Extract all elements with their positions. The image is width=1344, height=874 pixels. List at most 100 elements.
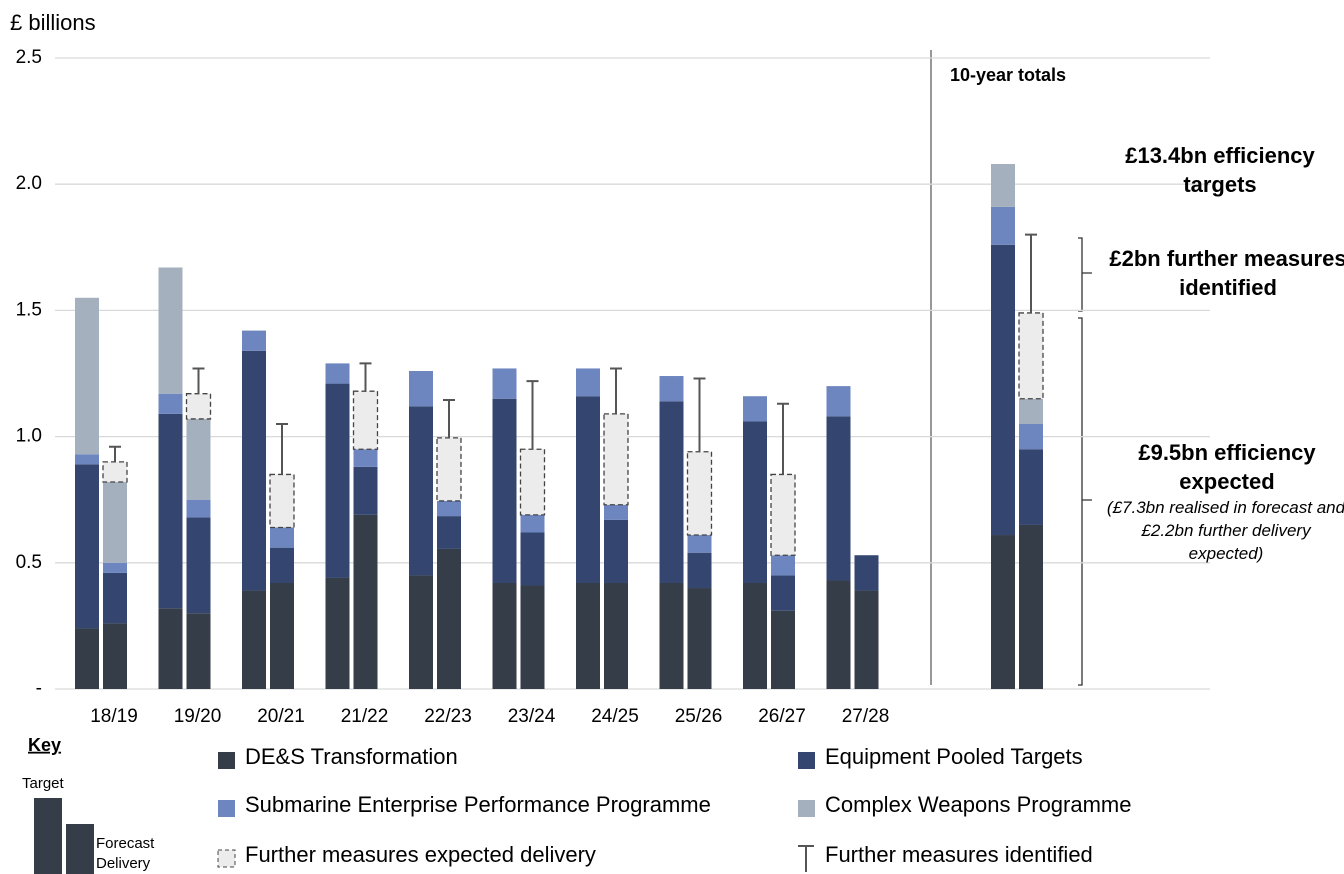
bar-segment bbox=[826, 580, 851, 689]
bar-segment bbox=[771, 575, 795, 611]
bar-segment bbox=[242, 330, 266, 351]
legend-label: DE&S Transformation bbox=[245, 744, 458, 769]
bar-segment bbox=[325, 363, 350, 384]
bar-segment bbox=[659, 376, 684, 402]
key-forecast: Forecast Delivery bbox=[96, 835, 155, 872]
bar-segment bbox=[158, 608, 183, 689]
legend-label: Further measures expected delivery bbox=[245, 842, 596, 867]
bar-segment bbox=[659, 401, 684, 583]
y-tick-label: 2.0 bbox=[16, 173, 42, 194]
y-tick-label: 1.0 bbox=[16, 426, 42, 447]
bracket bbox=[1078, 237, 1092, 312]
bar-segment bbox=[519, 448, 546, 516]
x-tick-label: 22/23 bbox=[424, 706, 472, 727]
key-bar bbox=[66, 824, 94, 874]
bar-segment bbox=[103, 562, 127, 573]
bar-segment bbox=[186, 613, 211, 689]
bar-segment bbox=[185, 393, 212, 420]
bracket bbox=[1078, 317, 1092, 686]
bar-segment bbox=[436, 437, 462, 502]
x-tick-label: 20/21 bbox=[257, 706, 305, 727]
bar-segment bbox=[492, 398, 517, 583]
x-tick-label: 21/22 bbox=[341, 706, 389, 727]
annotation: £13.4bn efficiency targets bbox=[1125, 143, 1315, 197]
bar-segment bbox=[854, 555, 879, 591]
bar-segment bbox=[242, 590, 266, 689]
bar-segment bbox=[854, 590, 879, 689]
bar-segment bbox=[492, 368, 517, 399]
bar-segment bbox=[604, 582, 628, 689]
y-tick-label: 1.5 bbox=[16, 299, 42, 320]
bar-segment bbox=[75, 297, 99, 455]
bar-segment bbox=[1018, 312, 1044, 400]
error-bar bbox=[359, 362, 372, 392]
bar-segment bbox=[437, 516, 461, 549]
bar-segment bbox=[1019, 524, 1043, 689]
bar-segment bbox=[325, 383, 350, 578]
y-tick-label: 0.5 bbox=[16, 552, 42, 573]
key-title: Key bbox=[28, 735, 61, 755]
bar-segment bbox=[325, 577, 350, 689]
bar-segment bbox=[520, 532, 545, 586]
legend-label: Submarine Enterprise Performance Program… bbox=[245, 792, 711, 817]
bar-segment bbox=[353, 466, 378, 515]
bar-segment bbox=[576, 582, 600, 689]
key-bar bbox=[34, 798, 62, 874]
bar-segment bbox=[826, 386, 851, 417]
x-tick-label: 19/20 bbox=[174, 706, 222, 727]
bar-segment bbox=[520, 585, 545, 689]
annotation: £2bn further measures identified bbox=[1109, 246, 1344, 300]
error-bar bbox=[1025, 233, 1037, 313]
bar-segment bbox=[186, 499, 211, 518]
bar-segment bbox=[352, 390, 379, 450]
error-bar bbox=[777, 402, 789, 475]
bar-segment bbox=[75, 454, 99, 465]
error-bar bbox=[693, 377, 706, 452]
bar-segment bbox=[102, 461, 128, 483]
error-bar bbox=[610, 367, 622, 414]
error-bar bbox=[109, 445, 121, 462]
bar-segment bbox=[604, 504, 628, 520]
bar-segment bbox=[576, 396, 600, 583]
legend-label: Further measures identified bbox=[825, 842, 1093, 867]
bar-segment bbox=[103, 572, 127, 624]
bar-segment bbox=[771, 555, 795, 576]
bar-segment bbox=[1019, 449, 1043, 525]
annotation: £9.5bn efficiency expected bbox=[1138, 440, 1316, 494]
error-bar bbox=[276, 422, 288, 475]
bar-segment bbox=[991, 206, 1015, 245]
bar-segment bbox=[186, 418, 211, 500]
bar-segment bbox=[687, 588, 712, 689]
bar-segment bbox=[269, 473, 295, 529]
bar-segment bbox=[409, 406, 433, 576]
bar-segment bbox=[576, 368, 600, 397]
bar-segment bbox=[242, 350, 266, 591]
legend-swatch bbox=[798, 800, 815, 817]
bar-segment bbox=[75, 464, 99, 629]
bar-segment bbox=[659, 582, 684, 689]
bar-segment bbox=[771, 610, 795, 689]
bar-segment bbox=[103, 482, 127, 563]
bar-segment bbox=[158, 393, 183, 414]
bar-segment bbox=[991, 535, 1015, 689]
x-tick-label: 18/19 bbox=[90, 706, 138, 727]
bar-segment bbox=[1019, 398, 1043, 424]
error-bar bbox=[526, 380, 539, 450]
legend-swatch bbox=[218, 800, 235, 817]
x-tick-label: 24/25 bbox=[591, 706, 639, 727]
bar-segment bbox=[270, 582, 294, 689]
y-tick-label: - bbox=[36, 678, 42, 699]
bar-segment bbox=[770, 473, 796, 556]
bar-segment bbox=[75, 628, 99, 689]
bar-segment bbox=[409, 575, 433, 689]
bar-segment bbox=[409, 370, 433, 407]
legend-swatch bbox=[218, 752, 235, 769]
x-tick-label: 23/24 bbox=[508, 706, 556, 727]
y-tick-label: 2.5 bbox=[16, 47, 42, 68]
x-tick-label: 26/27 bbox=[758, 706, 806, 727]
legend-label: Equipment Pooled Targets bbox=[825, 744, 1083, 769]
bar-segment bbox=[353, 514, 378, 689]
legend-swatch bbox=[798, 752, 815, 769]
bar-segment bbox=[687, 552, 712, 589]
